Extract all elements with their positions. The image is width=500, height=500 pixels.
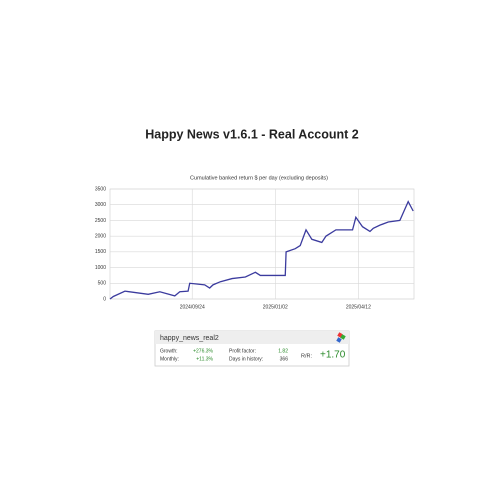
stat-label: Profit factor: [229,348,256,354]
widget-name: happy_news_real2 [160,335,219,342]
rr-label: R/R: [301,353,312,359]
widget-header [155,331,349,344]
stat-value: +276.3% [193,348,213,354]
y-tick-label: 3000 [95,202,106,208]
widget-icon [336,332,346,343]
stat-value: 366 [280,356,289,362]
page-title: Happy News v1.6.1 - Real Account 2 [145,127,359,141]
y-tick-label: 1500 [95,249,106,255]
chart-title: Cumulative banked return $ per day (excl… [190,175,328,181]
y-tick-label: 3500 [95,186,106,192]
stat-label: Growth: [160,348,178,354]
stat-label: Days in history: [229,356,263,362]
stat-value: +11.3% [196,356,213,362]
y-tick-label: 2000 [95,233,106,239]
x-tick-label: 2024/09/24 [180,304,205,310]
rr-value: +1.70 [320,350,346,361]
stats-widget: happy_news_real2 Growth: +276.3% Profit fa… [154,330,350,367]
x-tick-label: 2025/04/12 [346,304,371,310]
x-tick-label: 2025/01/02 [263,304,288,310]
stat-value: 1.82 [278,348,288,354]
data-line [109,200,414,300]
y-tick-label: 1000 [95,265,106,271]
y-tick-label: 500 [98,281,107,287]
plot-frame [109,188,415,300]
y-tick-label: 0 [103,296,106,302]
stat-label: Monthly: [160,356,179,362]
y-tick-label: 2500 [95,218,106,224]
